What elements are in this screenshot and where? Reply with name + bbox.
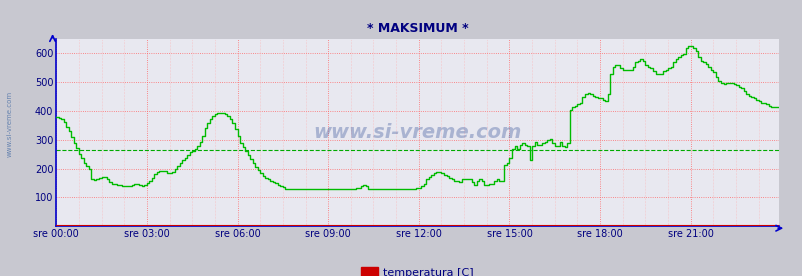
Text: www.si-vreme.com: www.si-vreme.com [6, 91, 13, 157]
Text: www.si-vreme.com: www.si-vreme.com [313, 123, 521, 142]
Legend: temperatura [C], pretok [m3/s]: temperatura [C], pretok [m3/s] [361, 267, 473, 276]
Title: * MAKSIMUM *: * MAKSIMUM * [367, 22, 468, 35]
